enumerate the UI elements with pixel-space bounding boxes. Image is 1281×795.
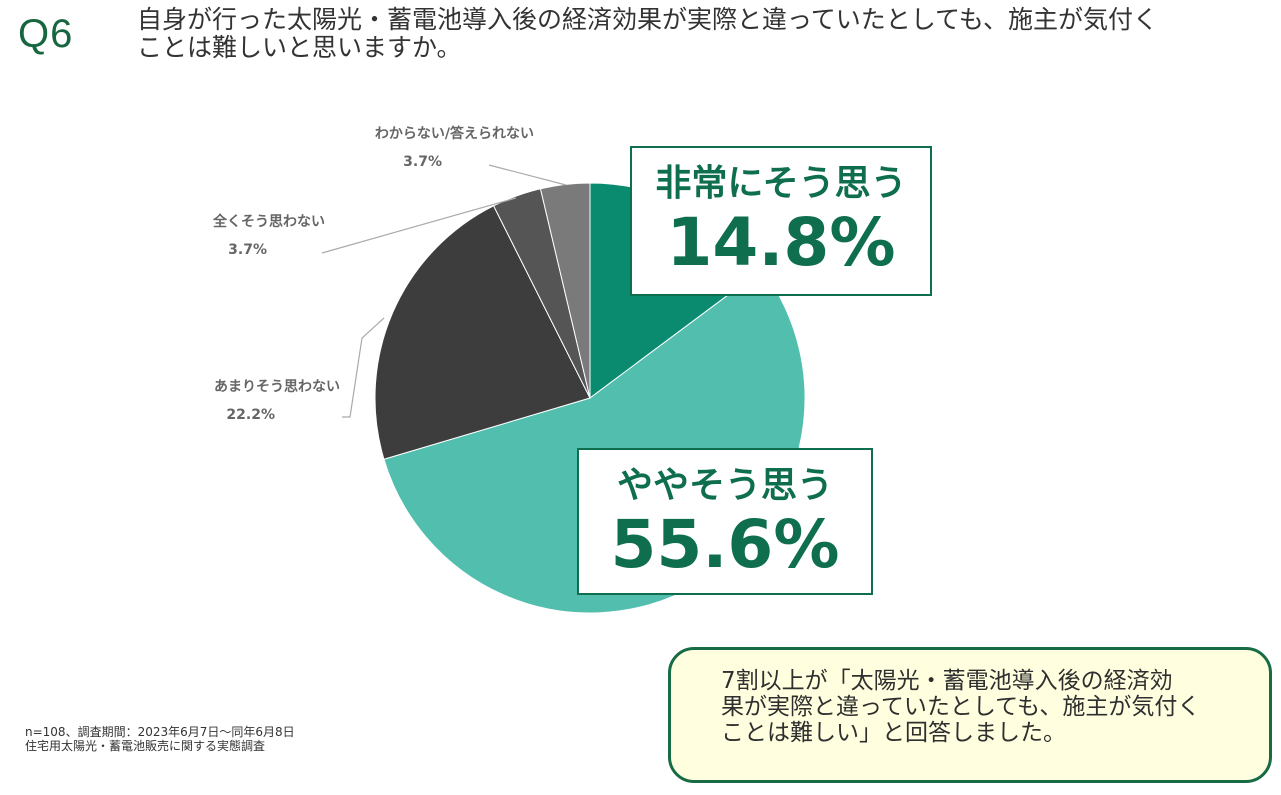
slice-label-name: 全くそう思わない [213, 214, 325, 230]
question-text-line: 自身が行った太陽光・蓄電池導入後の経済効果が実際と違っていたとしても、施主が気付… [137, 5, 1159, 34]
slice-label-name: わからない/答えられない [374, 126, 534, 142]
summary-line: 果が実際と違っていたとしても、施主が気付く [721, 694, 1201, 720]
callout-label: 非常にそう思う [655, 163, 907, 204]
question-text-line: ことは難しいと思いますか。 [137, 33, 462, 62]
slice-label-not-really: あまりそう思わない 22.2% [100, 373, 340, 429]
slice-label-not-at-all: 全くそう思わない 3.7% [85, 208, 325, 264]
leader-line-unknown [488, 164, 567, 186]
pie-slice-not-really [374, 205, 591, 460]
survey-note-line: 住宅用太陽光・蓄電池販売に関する実態調査 [25, 739, 266, 753]
summary-box: 7割以上が「太陽光・蓄電池導入後の経済効 果が実際と違っていたとしても、施主が気… [668, 647, 1272, 783]
callout-value: 55.6% [610, 506, 840, 583]
summary-line: ことは難しい」と回答しました。 [721, 720, 1066, 746]
slice-label-value: 3.7% [228, 242, 267, 258]
callout-label: ややそう思う [616, 465, 833, 506]
slice-label-value: 3.7% [403, 154, 442, 170]
callout-value: 14.8% [666, 204, 896, 281]
slice-label-unknown: わからない/答えられない 3.7% [294, 120, 534, 176]
slice-label-value: 22.2% [226, 407, 275, 423]
survey-note: n=108、調査期間：2023年6月7日～同年6月8日 住宅用太陽光・蓄電池販売… [25, 725, 295, 753]
slice-label-name: あまりそう思わない [214, 379, 340, 395]
callout-strongly-agree: 非常にそう思う 14.8% [630, 146, 932, 296]
leader-line-not-really [342, 317, 385, 418]
question-number: Q6 [18, 12, 74, 56]
question-text: 自身が行った太陽光・蓄電池導入後の経済効果が実際と違っていたとしても、施主が気付… [137, 6, 1257, 62]
survey-note-line: n=108、調査期間：2023年6月7日～同年6月8日 [25, 725, 295, 739]
summary-line: 7割以上が「太陽光・蓄電池導入後の経済効 [721, 668, 1173, 694]
callout-somewhat-agree: ややそう思う 55.6% [577, 448, 873, 595]
leader-line-not-at-all [321, 197, 517, 254]
